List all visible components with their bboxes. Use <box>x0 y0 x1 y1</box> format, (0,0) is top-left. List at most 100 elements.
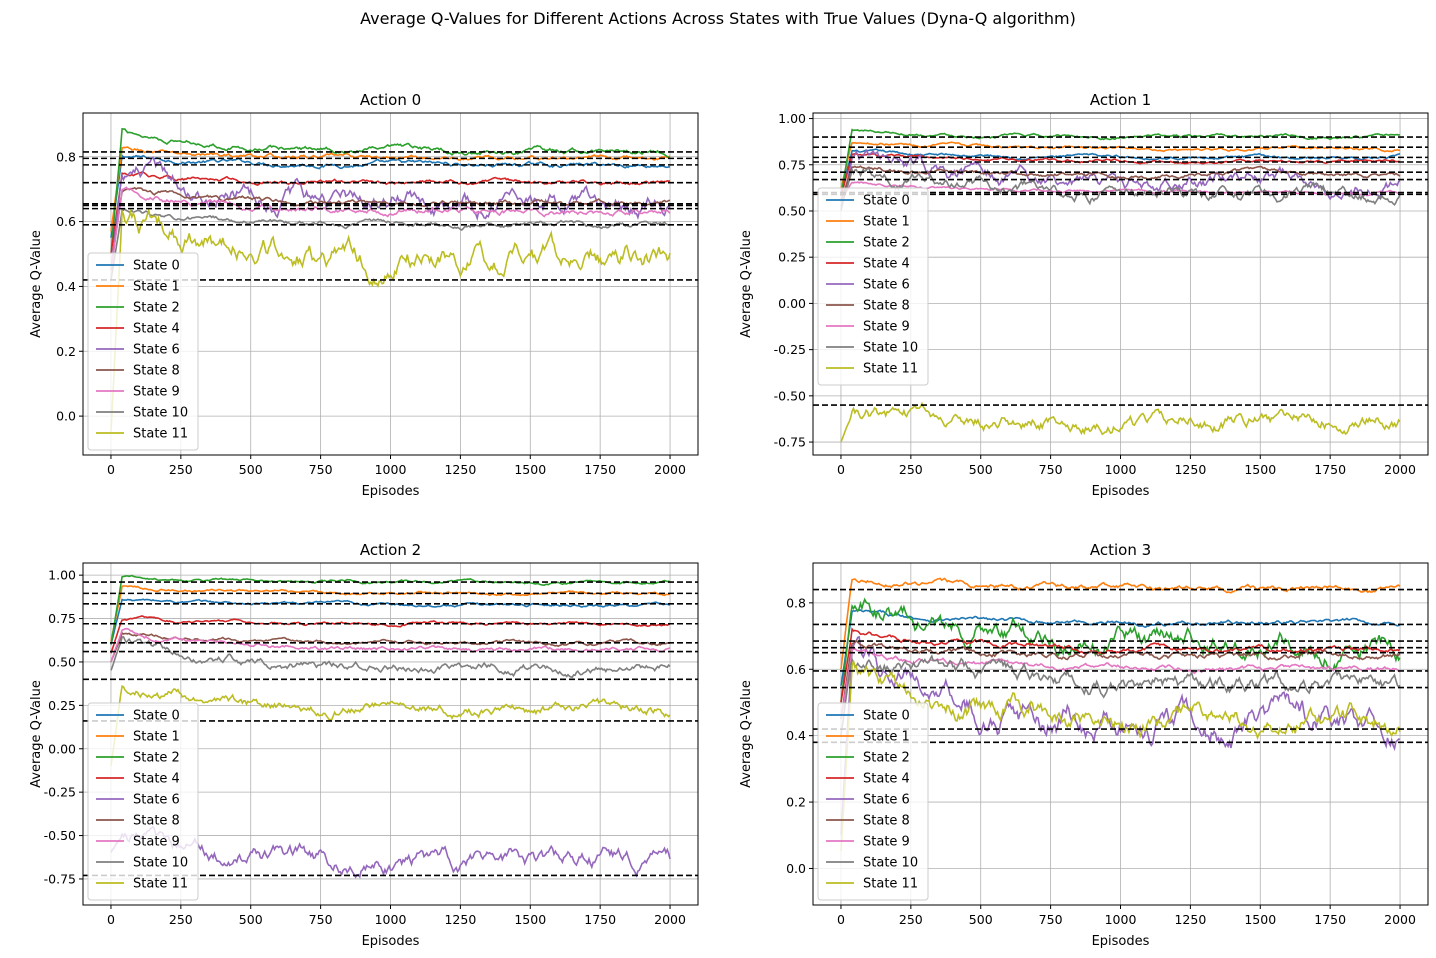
y-axis-label: Average Q-Value <box>29 680 44 788</box>
x-tick-label: 0 <box>107 462 115 477</box>
series-line-state-2 <box>110 127 670 254</box>
x-tick-label: 500 <box>239 912 263 927</box>
subplot-action-1: 0 250 500 750 1000 1250 1500 1750 2000 -0.75 -0.50… <box>739 91 1429 499</box>
legend-label: State 8 <box>863 814 910 829</box>
x-tick-label: 2000 <box>1384 462 1416 477</box>
x-tick-label: 750 <box>1039 912 1063 927</box>
x-tick-label: 1250 <box>1174 462 1206 477</box>
legend-label: State 10 <box>863 341 918 356</box>
x-tick-label: 1000 <box>1105 462 1137 477</box>
y-tick-label: 0.00 <box>48 741 76 756</box>
subplot-action-3: 0 250 500 750 1000 1250 1500 1750 2000 0.0 0.2 0.4 0… <box>739 541 1429 949</box>
series-line-state-6 <box>840 635 1401 835</box>
legend-label: State 2 <box>863 751 910 766</box>
subplot-title: Action 1 <box>1090 91 1151 109</box>
x-axis-label: Episodes <box>1092 484 1150 499</box>
x-tick-label: 1500 <box>1244 912 1276 927</box>
legend-label: State 2 <box>863 236 910 251</box>
y-tick-label: 0.75 <box>48 611 76 626</box>
legend-box <box>87 702 199 901</box>
legend-label: State 10 <box>133 406 188 421</box>
subplot-action-0: 0 250 500 750 1000 1250 1500 1750 2000 0.0 0.2 0.4 0… <box>29 91 699 499</box>
x-axis-label: Episodes <box>1092 934 1150 949</box>
x-tick-label: 1250 <box>444 912 476 927</box>
legend-label: State 6 <box>863 793 910 808</box>
x-tick-label: 0 <box>837 912 845 927</box>
legend: State 0 State 1 State 2 State 4 State 6 State… <box>87 702 199 901</box>
y-tick-label: 0.2 <box>56 344 76 359</box>
y-tick-label: 0.8 <box>786 595 806 610</box>
y-tick-label: 0.4 <box>56 279 76 294</box>
x-tick-label: 2000 <box>654 912 686 927</box>
x-tick-label: 2000 <box>1384 912 1416 927</box>
y-tick-label: 0.0 <box>786 861 806 876</box>
legend: State 0 State 1 State 2 State 4 State 6 State… <box>87 252 199 451</box>
subplot-action-2: 0 250 500 750 1000 1250 1500 1750 2000 -0.75 -0.50… <box>29 541 699 949</box>
plot-area <box>813 128 1428 442</box>
legend-label: State 1 <box>133 280 180 295</box>
x-tick-label: 750 <box>1039 462 1063 477</box>
x-tick-label: 1500 <box>514 462 546 477</box>
x-tick-label: 1750 <box>1314 462 1346 477</box>
figure-title: Average Q-Values for Different Actions A… <box>360 9 1076 28</box>
subplot-title: Action 3 <box>1090 541 1151 559</box>
series-line-state-1 <box>840 577 1401 670</box>
series-line-state-11 <box>110 207 671 432</box>
legend-label: State 8 <box>863 299 910 314</box>
series-line-state-4 <box>840 627 1401 703</box>
y-tick-label: 1.00 <box>778 111 806 126</box>
y-tick-label: -0.50 <box>44 828 76 843</box>
subplot-title: Action 2 <box>360 541 421 559</box>
x-tick-label: 250 <box>899 462 923 477</box>
legend-label: State 9 <box>863 835 910 850</box>
x-tick-label: 500 <box>239 462 263 477</box>
series-line-state-0 <box>110 153 671 238</box>
legend-box <box>817 702 929 901</box>
series-line-state-4 <box>110 615 671 654</box>
legend-label: State 9 <box>133 385 180 400</box>
y-tick-label: 0.75 <box>778 157 806 172</box>
x-axis-label: Episodes <box>362 484 420 499</box>
legend-label: State 0 <box>863 194 910 209</box>
legend: State 0 State 1 State 2 State 4 State 6 State… <box>817 187 929 386</box>
plot-area <box>813 577 1428 852</box>
legend-label: State 0 <box>863 709 910 724</box>
legend-label: State 11 <box>863 877 918 892</box>
y-axis-label: Average Q-Value <box>29 230 44 338</box>
series-line-state-11 <box>110 685 671 766</box>
legend-label: State 9 <box>863 320 910 335</box>
x-tick-label: 1500 <box>514 912 546 927</box>
x-tick-label: 2000 <box>654 462 686 477</box>
legend-label: State 1 <box>133 730 180 745</box>
series-line-state-9 <box>840 181 1400 203</box>
x-tick-label: 250 <box>169 912 193 927</box>
series-line-state-10 <box>840 654 1401 736</box>
legend-label: State 11 <box>863 362 918 377</box>
series-line-state-9 <box>110 186 671 271</box>
series-line-state-10 <box>840 167 1401 208</box>
series-line-state-10 <box>110 208 671 280</box>
legend-label: State 8 <box>133 814 180 829</box>
legend-box <box>817 187 929 386</box>
subplot-title: Action 0 <box>360 91 421 109</box>
y-tick-label: 0.25 <box>48 698 76 713</box>
x-tick-label: 250 <box>899 912 923 927</box>
x-tick-label: 1750 <box>584 462 616 477</box>
y-tick-label: 0.2 <box>786 795 806 810</box>
y-tick-label: -0.50 <box>774 388 806 403</box>
legend-label: State 6 <box>863 278 910 293</box>
x-tick-label: 1750 <box>1314 912 1346 927</box>
y-axis-label: Average Q-Value <box>739 680 754 788</box>
legend-box <box>87 252 199 451</box>
y-tick-label: 0.00 <box>778 296 806 311</box>
legend-label: State 2 <box>133 751 180 766</box>
series-line-state-6 <box>110 825 671 879</box>
series-line-state-1 <box>110 585 671 642</box>
y-tick-label: -0.75 <box>774 435 806 450</box>
series-line-state-11 <box>840 401 1401 442</box>
legend-label: State 1 <box>863 215 910 230</box>
x-tick-label: 1000 <box>1105 912 1137 927</box>
legend-label: State 8 <box>133 364 180 379</box>
x-tick-label: 500 <box>969 462 993 477</box>
y-tick-label: 0.50 <box>778 203 806 218</box>
